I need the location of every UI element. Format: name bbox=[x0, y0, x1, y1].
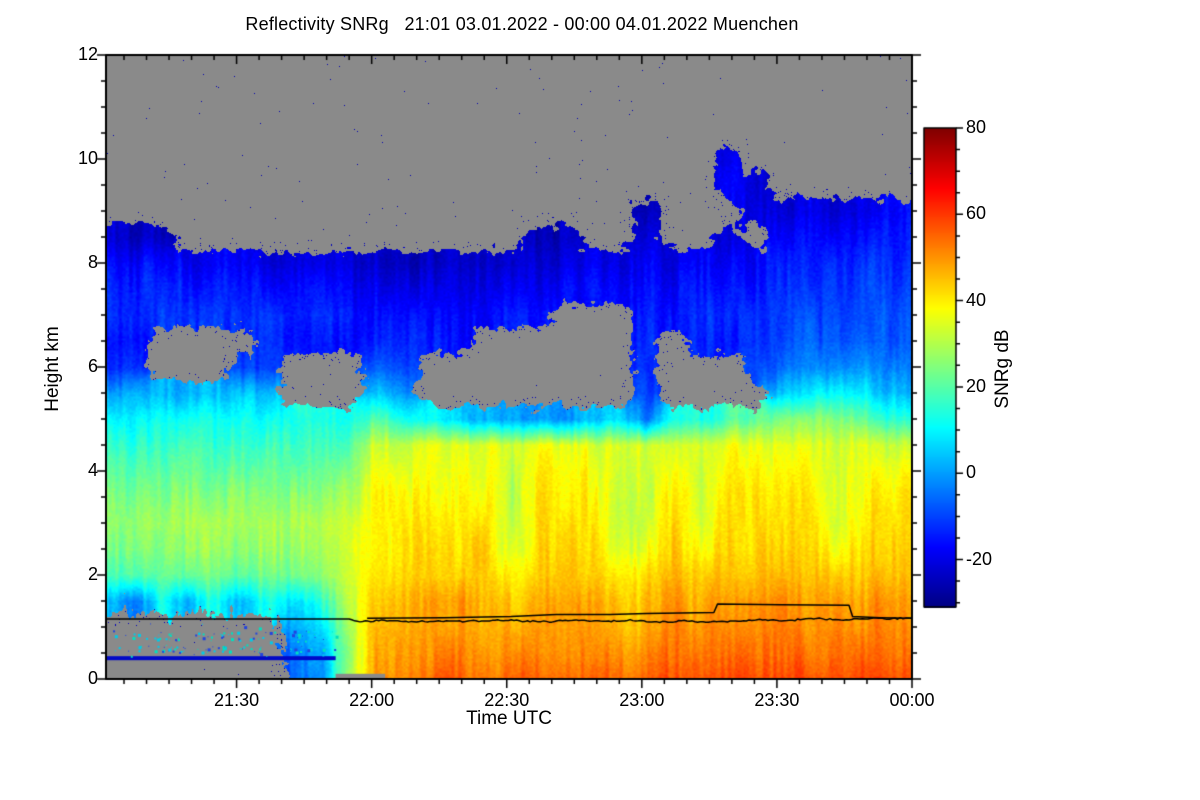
y-tick-label-8: 8 bbox=[87, 252, 98, 272]
y-tick-label-6: 6 bbox=[87, 356, 98, 376]
colorbar-tick-label-80: 80 bbox=[966, 117, 987, 137]
x-axis-label: Time UTC bbox=[466, 708, 552, 729]
colorbar-tick-label-20: 20 bbox=[966, 375, 987, 396]
x-tick-label-22:30: 22:30 bbox=[484, 690, 530, 710]
x-tick-label-23:00: 23:00 bbox=[619, 690, 665, 710]
x-tick-label-23:30: 23:30 bbox=[754, 690, 800, 710]
plot-title: Reflectivity SNRg 21:01 03.01.2022 - 00:… bbox=[245, 14, 799, 34]
colorbar-tick-label--20: -20 bbox=[966, 548, 993, 569]
x-tick-label-22:00: 22:00 bbox=[349, 690, 395, 710]
y-tick-label-4: 4 bbox=[87, 460, 98, 480]
colorbar-tick-label-0: 0 bbox=[966, 462, 977, 483]
y-tick-label-12: 12 bbox=[77, 44, 98, 64]
x-tick-label-00:00: 00:00 bbox=[889, 690, 935, 710]
colorbar-tick-label-60: 60 bbox=[966, 203, 987, 224]
x-tick-label-21:30: 21:30 bbox=[214, 690, 260, 710]
colorbar-tick-label-40: 40 bbox=[966, 289, 987, 310]
y-tick-label-10: 10 bbox=[77, 148, 98, 168]
y-tick-label-2: 2 bbox=[87, 564, 98, 584]
y-tick-label-0: 0 bbox=[87, 668, 98, 688]
